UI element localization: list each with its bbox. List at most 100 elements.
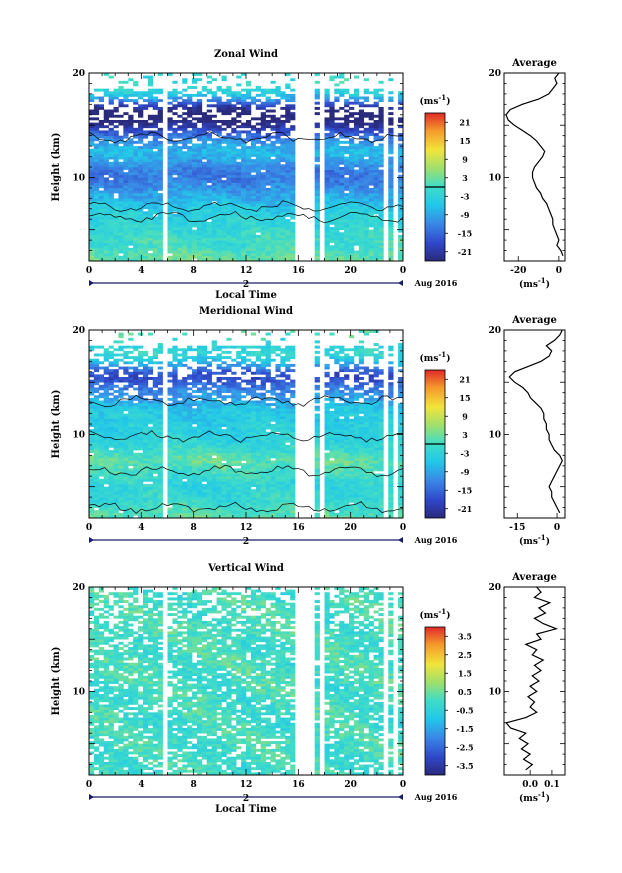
heatmap-cell (353, 122, 360, 126)
heatmap-cell (349, 101, 355, 105)
heatmap-cell (265, 172, 271, 176)
heatmap-cell (167, 486, 173, 490)
heatmap-cell (388, 247, 394, 251)
heatmap-cell (260, 101, 266, 105)
heatmap-cell (236, 227, 242, 230)
heatmap-cell (211, 245, 217, 249)
heatmap-cell (378, 99, 384, 103)
heatmap-cell (142, 255, 149, 259)
heatmap-cell (152, 106, 158, 110)
heatmap-cell (265, 232, 271, 236)
heatmap-cell (236, 250, 242, 254)
heatmap-cell (123, 491, 129, 495)
heatmap-cell (373, 125, 379, 129)
heatmap-cell (93, 198, 100, 202)
heatmap-cell (353, 112, 360, 116)
heatmap-cell (108, 510, 114, 514)
heatmap-cell (378, 198, 384, 202)
heatmap-cell (108, 515, 114, 519)
heatmap-cell (196, 253, 203, 257)
heatmap-cell (147, 471, 154, 474)
heatmap-cell (196, 468, 203, 472)
heatmap-cell (108, 242, 114, 246)
heatmap-cell (324, 153, 330, 157)
heatmap-cell (246, 122, 252, 126)
heatmap-cell (123, 200, 129, 204)
heatmap-cell (192, 457, 198, 461)
heatmap-cell (255, 214, 262, 217)
heatmap-cell (201, 494, 208, 498)
heatmap-cell (147, 148, 154, 152)
heatmap-cell (373, 219, 379, 223)
heatmap-cell (89, 345, 95, 349)
heatmap-cell (167, 73, 173, 76)
heatmap-cell (196, 224, 203, 228)
heatmap-cell (275, 153, 281, 157)
heatmap-cell (216, 151, 222, 155)
heatmap-cell (368, 91, 374, 95)
heatmap-cell (260, 234, 266, 238)
heatmap-cell (226, 167, 232, 170)
heatmap-cell (353, 214, 360, 217)
heatmap-cell (182, 130, 188, 134)
heatmap-cell (349, 242, 355, 246)
heatmap-cell (182, 227, 188, 230)
heatmap-cell (398, 234, 404, 238)
heatmap-cell (167, 234, 173, 238)
heatmap-cell (113, 167, 119, 170)
heatmap-cell (241, 229, 247, 233)
heatmap-cell (334, 250, 340, 254)
heatmap-cell (128, 193, 134, 197)
heatmap-cell (113, 489, 119, 493)
heatmap-cell (152, 258, 158, 262)
heatmap-cell (187, 397, 193, 401)
heatmap-cell (211, 484, 217, 487)
heatmap-cell (93, 156, 100, 160)
heatmap-cell (138, 250, 144, 254)
heatmap-cell (133, 444, 139, 448)
heatmap-cell (89, 117, 95, 121)
heatmap-cell (280, 96, 286, 100)
heatmap-cell (182, 156, 188, 160)
heatmap-cell (231, 148, 237, 152)
heatmap-cell (138, 437, 144, 440)
heatmap-cell (344, 180, 350, 183)
heatmap-cell (172, 104, 178, 108)
heatmap-cell (192, 499, 198, 503)
heatmap-cell (147, 429, 154, 433)
heatmap-cell (157, 408, 163, 412)
heatmap-cell (182, 408, 188, 412)
heatmap-cell (226, 240, 232, 244)
heatmap-cell (270, 135, 276, 139)
heatmap-cell (236, 234, 242, 238)
heatmap-cell (103, 405, 109, 409)
heatmap-cell (373, 167, 379, 170)
heatmap-cell (89, 510, 95, 514)
heatmap-cell (231, 190, 237, 194)
heatmap-cell (314, 234, 320, 238)
heatmap-cell (270, 99, 276, 103)
heatmap-cell (285, 93, 291, 97)
heatmap-cell (98, 258, 105, 262)
heatmap-cell (201, 486, 208, 490)
heatmap-cell (177, 408, 183, 412)
heatmap-cell (177, 424, 183, 427)
heatmap-cell (133, 371, 139, 375)
heatmap-cell (118, 224, 124, 228)
heatmap-cell (113, 384, 119, 388)
heatmap-cell (275, 161, 281, 165)
heatmap-cell (128, 195, 134, 199)
heatmap-cell (260, 135, 266, 139)
heatmap-cell (206, 232, 212, 236)
heatmap-cell (221, 193, 227, 197)
heatmap-cell (358, 114, 365, 118)
heatmap-cell (211, 211, 217, 215)
heatmap-cell (285, 237, 291, 241)
heatmap-cell (285, 146, 291, 150)
heatmap-cell (172, 172, 178, 176)
heatmap-cell (285, 232, 291, 236)
heatmap-cell (231, 200, 237, 204)
heatmap-cell (113, 484, 119, 487)
heatmap-cell (142, 172, 149, 176)
heatmap-cell (388, 138, 394, 142)
